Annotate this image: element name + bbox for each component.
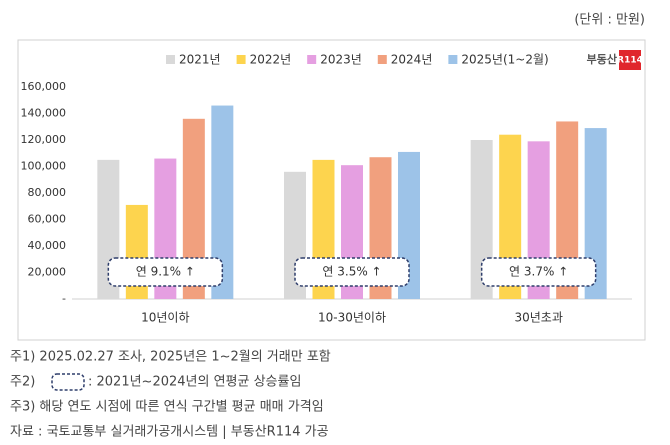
y-tick-label: 140,000 [21,107,67,120]
x-tick-label: 30년초과 [514,311,562,325]
bar [211,105,234,299]
y-tick-label: 160,000 [21,80,67,93]
y-tick-label: 40,000 [28,239,67,252]
y-tick-label: 20,000 [28,266,67,279]
legend-label: 2024년 [391,53,433,67]
x-tick-label: 10-30년이하 [318,311,386,325]
bar [556,121,579,299]
legend-label: 2025년(1~2월) [461,53,548,67]
note-prefix: 주2) [10,375,35,390]
note-icon [51,373,85,391]
y-tick-label: 120,000 [21,133,67,146]
legend-swatch [236,55,246,64]
legend-label: 2021년 [179,53,221,67]
bar [584,128,607,299]
legend-label: 2023년 [320,53,362,67]
chart-frame [17,39,646,341]
logo-badge [619,50,641,70]
note: 자료 : 국토교통부 실거래가공개시스템 | 부동산R114 가공 [10,425,329,440]
y-tick-label: - [62,292,66,305]
y-tick-label: 80,000 [28,186,67,199]
note: : 2021년~2024년의 연평균 상승률임 [88,375,301,390]
note: 주3) 해당 연도 시점에 따른 연식 구간별 평균 매매 가격임 [10,400,324,415]
annotation-box [480,257,597,287]
logo-badge-text: R114 [617,56,643,66]
annotation: 연 3.7% ↑ [509,265,568,279]
annotation: 연 3.5% ↑ [322,265,381,279]
logo-text: 부동산 [587,52,617,66]
annotation-box [107,257,224,287]
legend-swatch [166,55,175,64]
y-tick-label: 60,000 [28,213,67,226]
annotation: 연 9.1% ↑ [136,265,195,279]
legend-swatch [377,55,387,64]
unit-note: (단위 : 만원) [574,13,645,28]
annotation-box [294,257,410,287]
x-tick-label: 10년이하 [141,311,189,325]
legend-swatch [448,55,458,64]
bar [182,118,205,299]
note: 주1) 2025.02.27 조사, 2025년은 1~2월의 거래만 포함 [10,350,331,365]
y-tick-label: 100,000 [21,160,67,173]
legend-swatch [307,55,317,64]
legend-label: 2022년 [250,53,292,67]
